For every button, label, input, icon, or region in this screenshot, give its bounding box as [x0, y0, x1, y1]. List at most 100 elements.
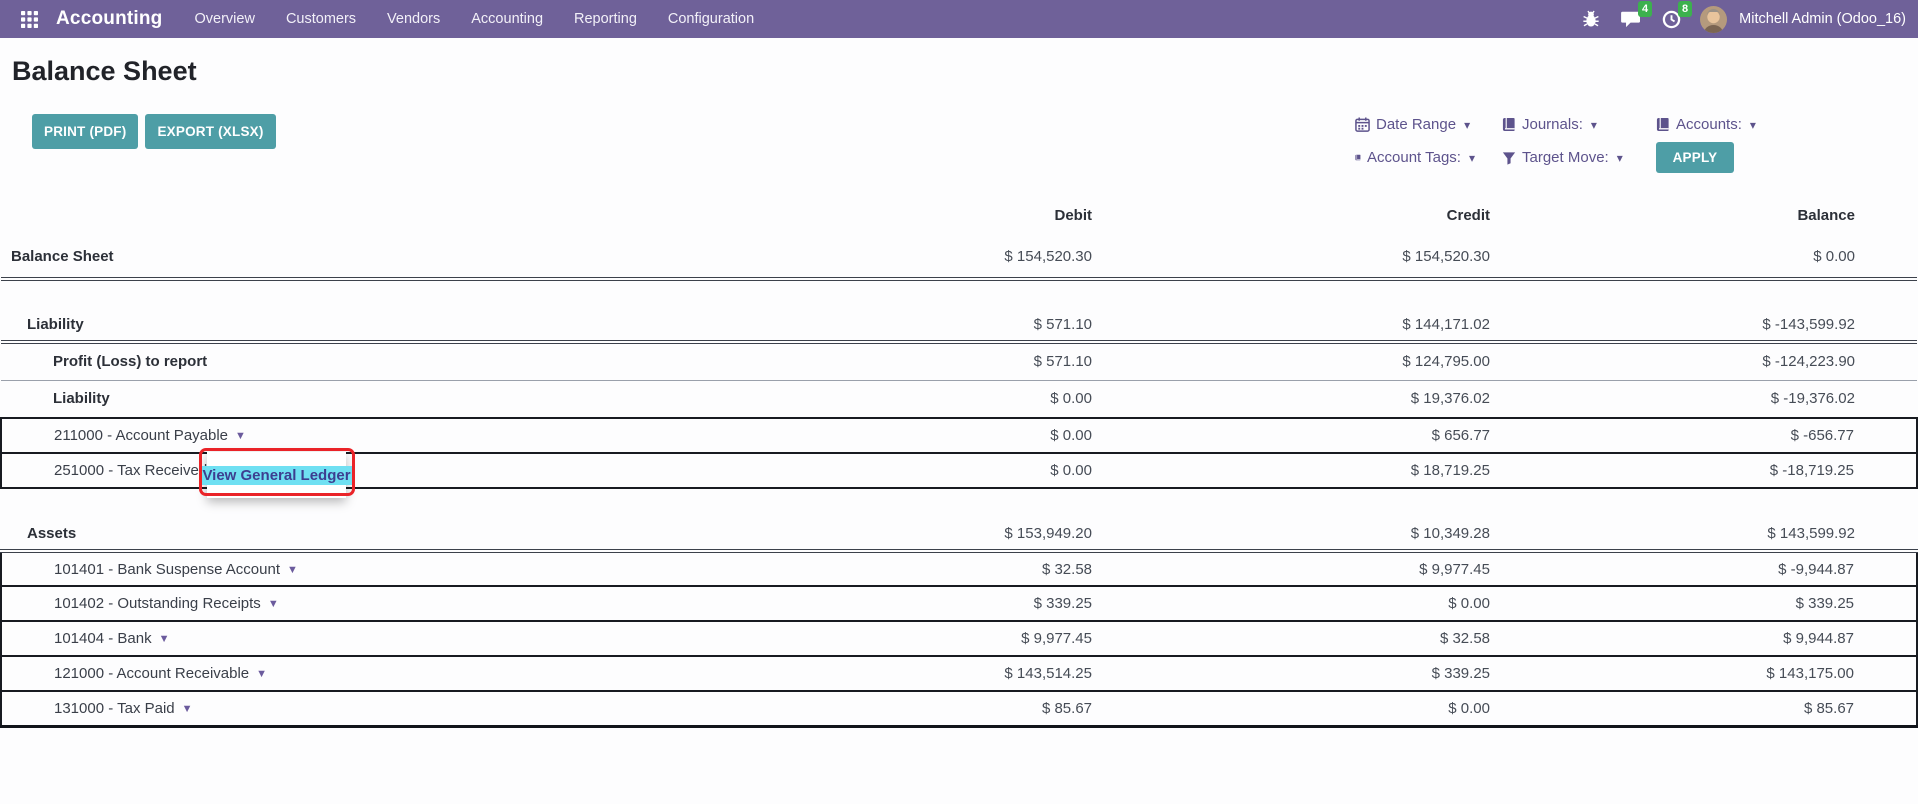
caret-down-icon: ▼ [267, 598, 279, 610]
export-buttons: PRINT (PDF) EXPORT (XLSX) [32, 114, 276, 149]
calendar-icon [1355, 117, 1370, 132]
filter-journals[interactable]: Journals: ▾ [1502, 116, 1629, 133]
row-label: 131000 - Tax Paid [54, 699, 175, 717]
nav-item-customers[interactable]: Customers [285, 11, 357, 27]
navbar-right: 4 8 Mitchell Admin (Odoo_16) [1576, 1, 1906, 34]
table-row: 101401 - Bank Suspense Account ▼ $ 32.58 $ … [0, 550, 1918, 587]
table-row: 101404 - Bank ▼ $ 9,977.45 $ 32.58 $ 9,944.8… [0, 620, 1918, 657]
chevron-down-icon: ▾ [1616, 150, 1623, 165]
balance-value: $ 143,599.92 [1490, 517, 1917, 553]
debit-value: $ 0.00 [792, 452, 1092, 489]
caret-down-icon: ▼ [181, 702, 193, 715]
debit-value: $ 0.00 [1050, 390, 1092, 408]
credit-value: $ 0.00 [1092, 585, 1490, 622]
messages-badge: 4 [1638, 1, 1653, 17]
filter-target-move[interactable]: Target Move: ▾ [1502, 149, 1629, 166]
table-row: 251000 - Tax Received▼$ 0.00$ 18,719.25$… [0, 452, 1918, 489]
chat-bubble-icon [1621, 11, 1641, 28]
report-table: Debit Credit Balance Balance Sheet $ 154,… [0, 195, 1918, 728]
balance-value: $ -9,944.87 [1490, 550, 1918, 587]
credit-value: $ 339.25 [1092, 655, 1490, 692]
view-general-ledger-menu-item[interactable]: View General Ledger [200, 465, 353, 485]
activities-button[interactable]: 8 [1656, 1, 1693, 34]
account-line-toggle[interactable]: 101402 - Outstanding Receipts ▼ [0, 585, 792, 622]
report-table-body: Balance Sheet $ 154,520.30 $ 154,520.30 $ 0… [0, 235, 1918, 728]
activities-badge: 8 [1678, 1, 1693, 17]
column-header-credit: Credit [1446, 206, 1490, 224]
messages-button[interactable]: 4 [1616, 1, 1653, 34]
debit-value: $ 32.58 [792, 550, 1092, 587]
credit-value: $ 10,349.28 [1092, 517, 1490, 553]
chevron-down-icon: ▾ [1464, 117, 1471, 132]
row-label: Assets [27, 524, 77, 542]
chevron-down-icon: ▾ [1749, 117, 1756, 132]
credit-value: $ 32.58 [1092, 620, 1490, 657]
nav-item-reporting[interactable]: Reporting [574, 11, 637, 27]
row-label: Liability [53, 390, 110, 408]
table-row: Liability $ 0.00 $ 19,376.02 $ -19,376.02 [1, 380, 1917, 418]
table-row: Balance Sheet $ 154,520.30 $ 154,520.30 $ 0… [1, 235, 1917, 281]
balance-value: $ 9,944.87 [1490, 620, 1918, 657]
table-header-row: Debit Credit Balance [1, 195, 1917, 235]
table-row: 211000 - Account Payable ▼ $ 0.00 $ 656.77 $… [0, 417, 1918, 454]
avatar[interactable] [1700, 5, 1728, 33]
debug-bug-icon[interactable] [1576, 4, 1606, 34]
credit-value: $ 19,376.02 [1410, 390, 1490, 408]
filter-account-tags[interactable]: Account Tags: ▾ [1355, 149, 1475, 166]
balance-value: $ -18,719.25 [1490, 452, 1918, 489]
column-header-debit: Debit [1054, 206, 1093, 224]
apps-grid-icon[interactable] [14, 4, 44, 34]
filter-label: Date Range [1376, 116, 1457, 133]
credit-value: $ 144,171.02 [1092, 308, 1490, 344]
credit-value: $ 18,719.25 [1092, 452, 1490, 489]
nav-item-vendors[interactable]: Vendors [387, 11, 441, 27]
filter-date-range[interactable]: Date Range ▾ [1355, 116, 1475, 133]
account-line-toggle[interactable]: 121000 - Account Receivable ▼ [0, 655, 792, 692]
nav-item-overview[interactable]: Overview [194, 11, 255, 27]
nav-item-accounting[interactable]: Accounting [471, 11, 544, 27]
row-label: 101404 - Bank [54, 630, 152, 647]
nav-menu: Overview Customers Vendors Accounting Report… [195, 11, 755, 27]
debit-value: $ 571.10 [792, 308, 1092, 344]
table-row: Liability $ 571.10 $ 144,171.02 $ -143,599.… [1, 308, 1917, 344]
filter-accounts[interactable]: Accounts: ▾ [1656, 116, 1768, 133]
balance-value: $ 143,175.00 [1490, 655, 1918, 692]
debit-value: $ 153,949.20 [792, 517, 1092, 553]
filter-label: Accounts: [1676, 116, 1742, 133]
report-toolbar: PRINT (PDF) EXPORT (XLSX) Date Range ▾ Jou… [0, 114, 1918, 178]
print-pdf-button[interactable]: PRINT (PDF) [32, 114, 139, 149]
chevron-down-icon: ▾ [1590, 117, 1597, 132]
account-line-toggle[interactable]: 101401 - Bank Suspense Account ▼ [0, 550, 792, 587]
row-label-cell: Assets [1, 517, 792, 553]
grid-icon [20, 10, 38, 28]
clock-icon [1662, 10, 1680, 28]
debit-value: $ 9,977.45 [792, 620, 1092, 657]
row-label: 211000 - Account Payable [54, 427, 229, 444]
row-label: 101401 - Bank Suspense Account [54, 560, 280, 578]
account-line-toggle[interactable]: 131000 - Tax Paid ▼ [0, 690, 792, 728]
credit-value: $ 656.77 [1092, 417, 1490, 454]
row-label: 121000 - Account Receivable [54, 665, 250, 682]
account-line-toggle[interactable]: 101404 - Bank ▼ [0, 620, 792, 657]
app-name[interactable]: Accounting [56, 8, 163, 29]
caret-down-icon: ▼ [256, 668, 268, 680]
caret-down-icon: ▼ [235, 430, 246, 442]
apply-button[interactable]: APPLY [1656, 142, 1734, 173]
row-label-cell: Liability [1, 380, 792, 418]
book-icon [1656, 117, 1669, 132]
debit-value: $ 571.10 [792, 342, 1092, 381]
header-spacer [1, 195, 792, 235]
user-menu[interactable]: Mitchell Admin (Odoo_16) [1739, 11, 1906, 27]
account-line-toggle[interactable]: 211000 - Account Payable ▼ [0, 417, 792, 454]
credit-value: $ 9,977.45 [1092, 550, 1490, 587]
nav-item-configuration[interactable]: Configuration [667, 11, 755, 27]
account-line-toggle[interactable]: 251000 - Tax Received▼ [0, 452, 792, 489]
export-xlsx-button[interactable]: EXPORT (XLSX) [145, 114, 276, 149]
balance-value: $ 85.67 [1490, 690, 1918, 728]
filter-label: Target Move: [1522, 149, 1609, 166]
row-label-cell: Balance Sheet [1, 235, 792, 281]
row-label: 101402 - Outstanding Receipts [54, 595, 261, 612]
filter-label: Journals: [1522, 116, 1583, 133]
row-label: Liability [27, 315, 84, 333]
debit-value: $ 143,514.25 [792, 655, 1092, 692]
